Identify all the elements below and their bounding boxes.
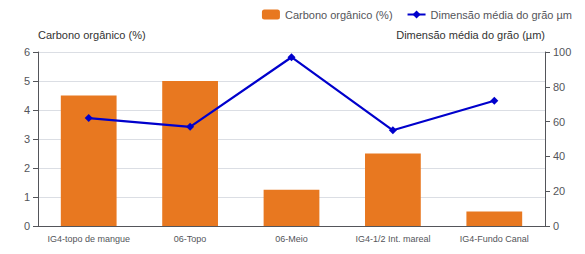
svg-text:100: 100: [553, 46, 571, 58]
svg-text:06-Meio: 06-Meio: [275, 234, 308, 244]
svg-text:20: 20: [553, 185, 565, 197]
svg-text:6: 6: [24, 46, 30, 58]
svg-text:IG4-1/2 Int. mareal: IG4-1/2 Int. mareal: [355, 234, 430, 244]
svg-text:4: 4: [24, 104, 30, 116]
svg-text:0: 0: [24, 220, 30, 232]
svg-text:40: 40: [553, 150, 565, 162]
svg-text:0: 0: [553, 220, 559, 232]
svg-text:Dimensão média do grão (µm): Dimensão média do grão (µm): [396, 29, 545, 41]
svg-text:Carbono orgânico (%): Carbono orgânico (%): [285, 9, 393, 21]
svg-text:60: 60: [553, 116, 565, 128]
svg-text:Carbono orgânico (%): Carbono orgânico (%): [38, 29, 146, 41]
svg-text:1: 1: [24, 191, 30, 203]
svg-text:5: 5: [24, 75, 30, 87]
svg-text:Dimensão média do grão µm: Dimensão média do grão µm: [431, 9, 572, 21]
svg-text:80: 80: [553, 81, 565, 93]
svg-text:2: 2: [24, 162, 30, 174]
svg-text:IG4-Fundo Canal: IG4-Fundo Canal: [460, 234, 529, 244]
svg-text:IG4-topo de mangue: IG4-topo de mangue: [47, 234, 130, 244]
svg-text:3: 3: [24, 133, 30, 145]
svg-text:06-Topo: 06-Topo: [174, 234, 207, 244]
